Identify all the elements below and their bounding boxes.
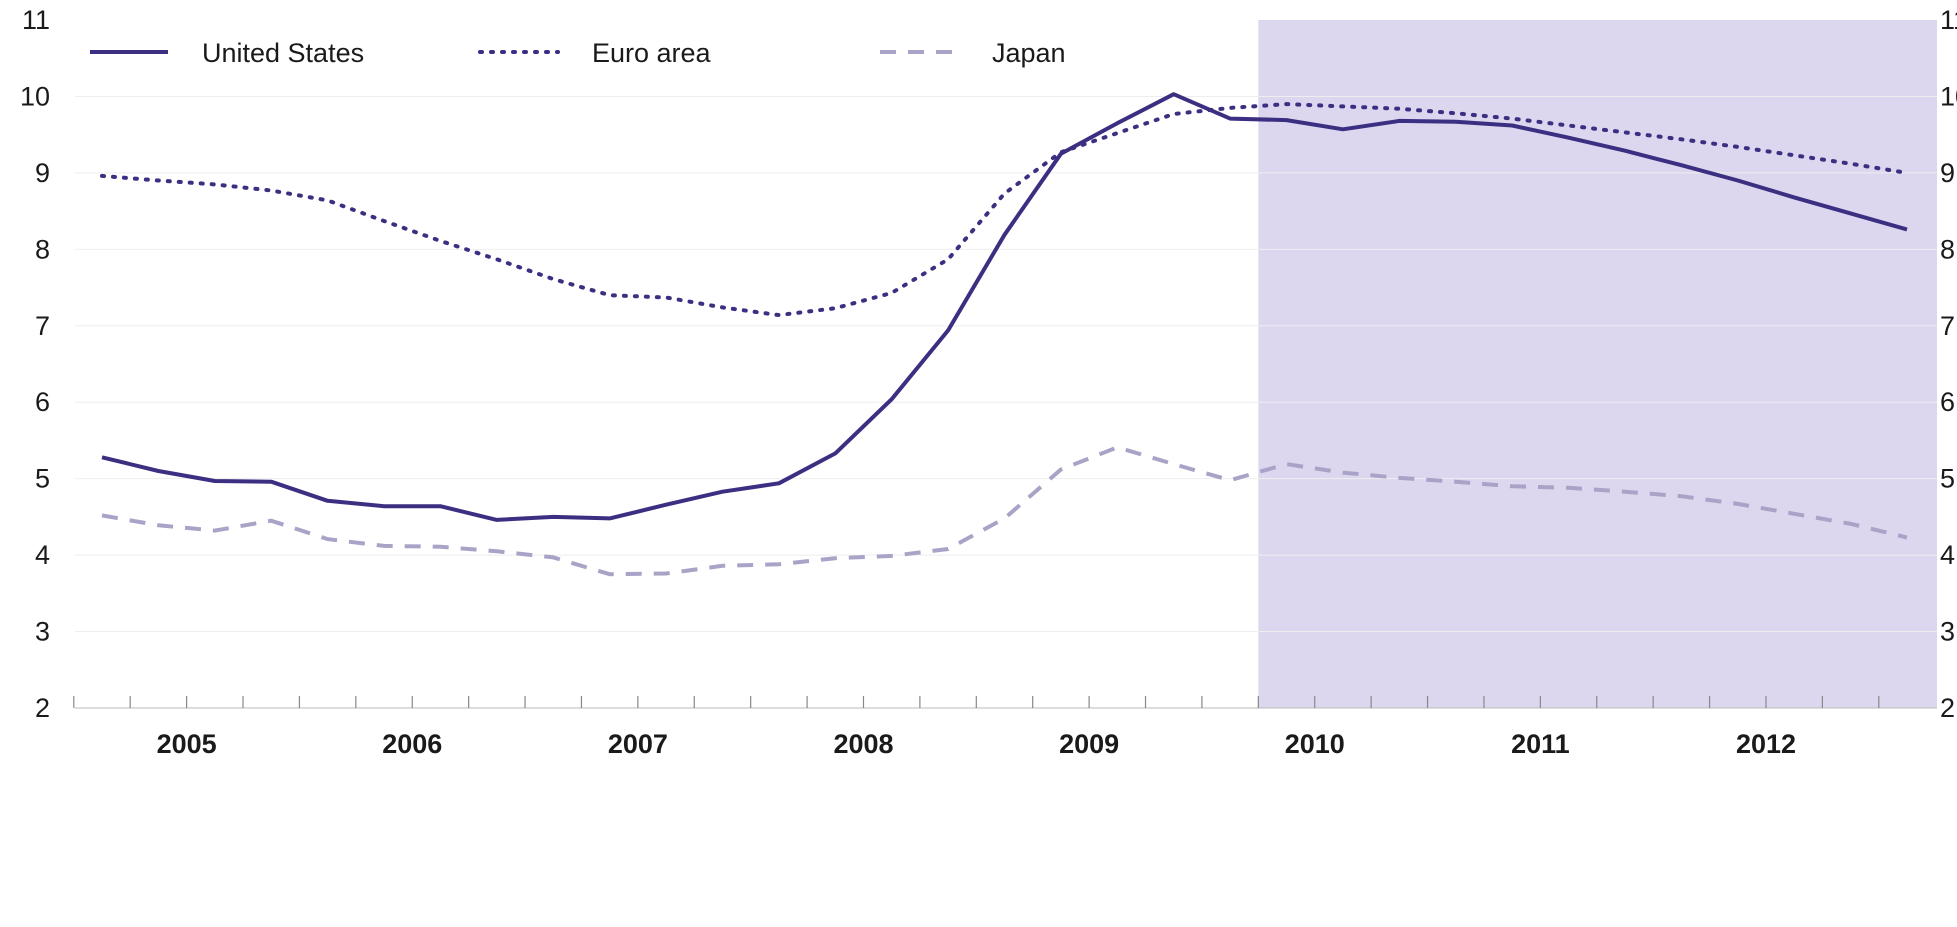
series-lines [100, 92, 1909, 577]
x-tick-label: 2005 [157, 729, 217, 759]
x-tick-label: 2008 [833, 729, 893, 759]
x-tick-label: 2011 [1511, 729, 1570, 759]
y-tick-label-left: 4 [35, 540, 50, 570]
y-tick-label-right: 3 [1940, 617, 1955, 647]
legend-label: United States [202, 38, 364, 68]
y-tick-label-right: 10 [1940, 81, 1957, 111]
series-line-euro-area [100, 102, 1909, 318]
left-y-axis: 2 3 4 5 6 7 8 9 10 11 [20, 5, 50, 723]
y-tick-label-right: 6 [1940, 387, 1955, 417]
y-tick-label-right: 2 [1940, 693, 1955, 723]
y-tick-label-left: 7 [35, 311, 50, 341]
y-tick-label-right: 4 [1940, 540, 1955, 570]
gridlines [75, 95, 1937, 633]
projection-shading [1258, 20, 1937, 708]
y-tick-label-left: 6 [35, 387, 50, 417]
y-tick-label-left: 8 [35, 234, 50, 264]
legend-label: Japan [992, 38, 1066, 68]
x-tick-label: 2007 [608, 729, 668, 759]
y-tick-label-left: 2 [35, 693, 50, 723]
y-tick-label-right: 5 [1940, 464, 1955, 494]
series-line-united-states [101, 92, 1908, 522]
legend: United States Euro area Japan [90, 38, 1066, 68]
x-tick-label: 2009 [1059, 729, 1119, 759]
y-tick-label-left: 10 [20, 81, 50, 111]
x-tick-label: 2012 [1736, 729, 1796, 759]
x-axis: 2005 2006 2007 2008 2009 2010 2011 2012 [73, 696, 1937, 759]
y-tick-label-left: 11 [22, 5, 50, 35]
y-tick-label-left: 9 [35, 158, 50, 188]
y-tick-label-right: 7 [1940, 311, 1955, 341]
series-line-japan [101, 445, 1908, 577]
y-tick-label-right: 8 [1940, 234, 1955, 264]
y-tick-label-left: 5 [35, 464, 50, 494]
y-tick-label-right: 11 [1940, 5, 1957, 35]
x-tick-label: 2010 [1285, 729, 1345, 759]
y-tick-label-left: 3 [35, 617, 50, 647]
right-y-axis: 2 3 4 5 6 7 8 9 10 11 [1940, 5, 1957, 723]
x-tick-label: 2006 [382, 729, 442, 759]
y-tick-label-right: 9 [1940, 158, 1955, 188]
legend-label: Euro area [592, 38, 712, 68]
